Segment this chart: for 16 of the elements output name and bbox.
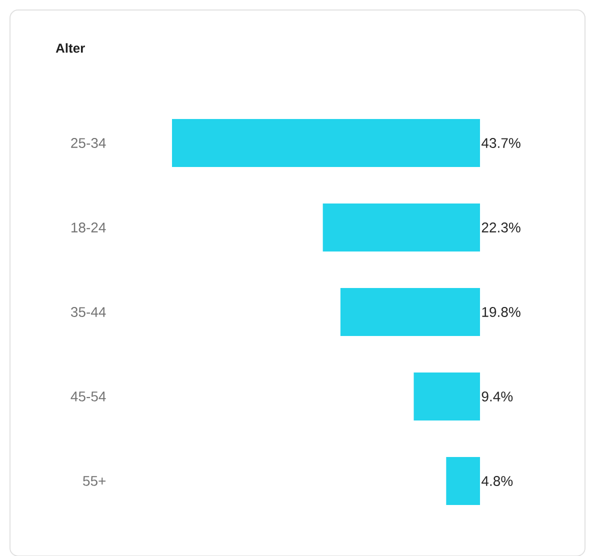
bar [340, 288, 480, 336]
data-label: 9.4% [482, 391, 513, 402]
y-tick-label: 25-34 [71, 138, 106, 148]
bar [446, 456, 480, 505]
chart-title: Alter [56, 42, 85, 53]
bar [172, 118, 480, 167]
y-tick-label: 35-44 [70, 306, 106, 317]
data-label: 22.3% [482, 222, 520, 232]
y-tick-label: 18-24 [71, 222, 106, 232]
data-label: 19.8% [482, 306, 520, 317]
data-label: 43.7% [482, 138, 520, 148]
y-tick-label: 55+ [83, 476, 106, 486]
bar [322, 203, 480, 252]
data-label: 4.8% [482, 476, 513, 486]
bar [414, 372, 480, 420]
y-tick-label: 45-54 [70, 391, 106, 402]
